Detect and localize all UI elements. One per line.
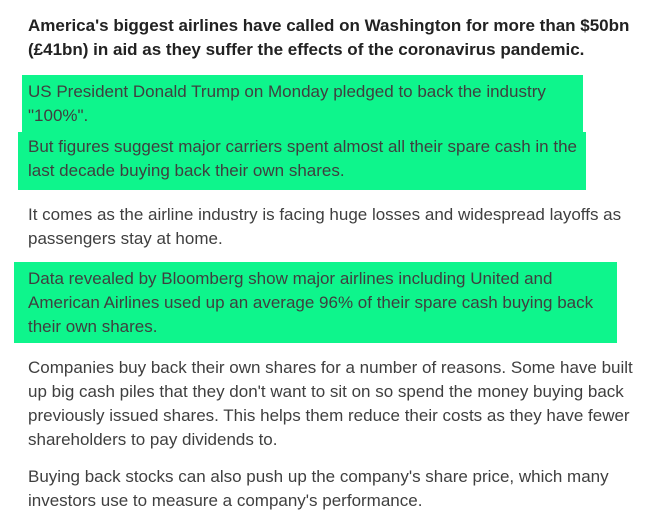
paragraph-share-price: Buying back stocks can also push up the …: [28, 467, 609, 510]
lead-paragraph: America's biggest airlines have called o…: [28, 16, 630, 59]
highlighted-paragraph-trump-pledge: US President Donald Trump on Monday pled…: [28, 82, 546, 125]
highlight-block-spare-cash: But figures suggest major carriers spent…: [18, 132, 586, 190]
article-body: America's biggest airlines have called o…: [14, 16, 633, 510]
paragraph-industry-losses: It comes as the airline industry is faci…: [28, 205, 622, 248]
highlight-block-bloomberg-data: Data revealed by Bloomberg show major ai…: [14, 262, 617, 343]
paragraph-buyback-reasons: Companies buy back their own shares for …: [28, 358, 633, 449]
highlighted-paragraph-spare-cash: But figures suggest major carriers spent…: [28, 137, 577, 180]
highlighted-paragraph-bloomberg-data: Data revealed by Bloomberg show major ai…: [28, 269, 594, 336]
highlight-block-trump-pledge: US President Donald Trump on Monday pled…: [22, 75, 583, 132]
